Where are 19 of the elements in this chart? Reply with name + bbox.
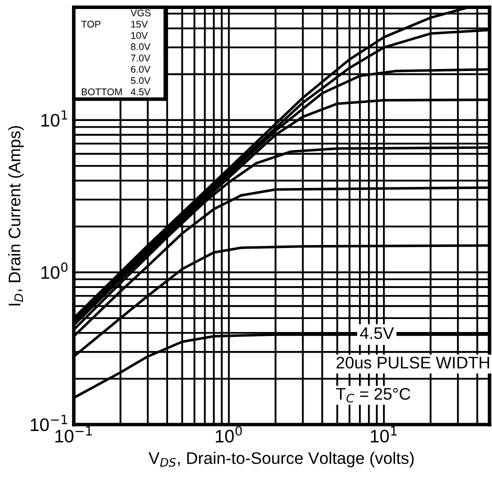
y-axis-title: I$_{D}$, Drain Current (Amps) xyxy=(8,126,24,306)
annotation: 5.0V xyxy=(130,77,150,84)
annotation: 6.0V xyxy=(131,66,150,73)
annotation: 8.0V xyxy=(130,43,150,50)
y-tick-label: 10$^{1}$ xyxy=(41,110,68,127)
x-tick-label: 10$^{0}$ xyxy=(216,426,242,443)
annotation: 10V xyxy=(131,32,148,39)
annotation: 4.5V xyxy=(360,327,394,340)
annotation: BOTTOM xyxy=(82,88,122,96)
annotation: 15V xyxy=(131,20,148,28)
annotation: VGS xyxy=(130,9,151,16)
x-axis-title: V$_{DS}$, Drain-to-Source Voltage (volts) xyxy=(148,452,414,468)
annotation: 20us PULSE WIDTH xyxy=(336,356,490,369)
annotation: T$_{C}$ = 25°C xyxy=(336,388,410,403)
annotation: 7.0V xyxy=(131,54,150,62)
annotation: TOP xyxy=(81,20,100,28)
annotation: 4.5V xyxy=(130,88,150,96)
x-tick-label: 10$^{1}$ xyxy=(370,426,397,443)
y-tick-label: 10$^{0}$ xyxy=(41,262,68,279)
